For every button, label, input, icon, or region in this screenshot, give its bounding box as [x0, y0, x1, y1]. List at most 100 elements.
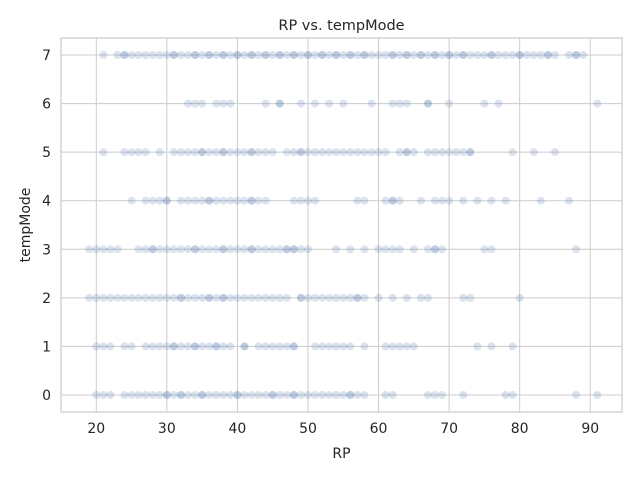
data-point: [289, 51, 298, 59]
data-point: [360, 51, 369, 59]
data-point: [353, 293, 362, 302]
data-point: [127, 51, 136, 59]
data-point: [360, 391, 369, 399]
data-point: [254, 51, 263, 59]
data-point: [275, 51, 284, 59]
data-point: [395, 99, 404, 108]
data-point: [198, 148, 207, 157]
data-point: [508, 51, 517, 59]
data-point: [536, 51, 545, 59]
data-point: [268, 391, 277, 399]
data-point: [191, 342, 200, 351]
data-point: [120, 51, 129, 59]
data-point: [169, 342, 178, 351]
data-point: [247, 293, 256, 302]
data-point: [487, 196, 496, 205]
data-point: [106, 293, 115, 302]
data-point: [240, 342, 249, 351]
data-point: [296, 51, 305, 59]
data-point: [593, 99, 602, 108]
data-point: [480, 99, 489, 108]
data-point: [219, 51, 228, 59]
plot-frame: [60, 37, 623, 413]
data-point: [148, 391, 157, 399]
data-point: [311, 99, 320, 108]
data-point: [148, 245, 157, 254]
data-point: [226, 196, 235, 205]
data-point: [289, 51, 298, 59]
data-point: [346, 51, 355, 59]
data-point: [332, 148, 341, 157]
data-point: [184, 293, 193, 302]
data-point: [162, 342, 171, 351]
data-point: [339, 99, 348, 108]
data-point: [205, 293, 214, 302]
data-point: [275, 51, 284, 59]
data-point: [92, 391, 101, 399]
data-point: [360, 148, 369, 157]
data-point: [233, 51, 242, 59]
data-point: [388, 51, 397, 59]
data-point: [388, 245, 397, 254]
data-point: [184, 342, 193, 351]
data-point: [494, 51, 503, 59]
data-point: [127, 196, 136, 205]
data-point: [296, 196, 305, 205]
data-point: [219, 293, 228, 302]
data-point: [374, 293, 383, 302]
data-point: [367, 99, 376, 108]
data-point: [162, 245, 171, 254]
data-point: [155, 148, 164, 157]
data-point: [148, 342, 157, 351]
data-point: [261, 51, 270, 59]
data-point: [113, 293, 122, 302]
data-point: [99, 293, 108, 302]
data-point: [261, 148, 270, 157]
data-point: [169, 342, 178, 351]
data-point: [296, 148, 305, 157]
data-point: [240, 342, 249, 351]
data-point: [169, 148, 178, 157]
data-point: [522, 51, 531, 59]
x-axis-label: RP: [332, 446, 350, 462]
data-point: [311, 391, 320, 399]
data-point: [346, 391, 355, 399]
data-point: [205, 245, 214, 254]
data-point: [212, 342, 221, 351]
data-point: [529, 148, 538, 157]
y-tick-label: 5: [42, 145, 51, 161]
data-point: [332, 245, 341, 254]
x-axis-ticks: 20 30 40 50 60 70 80 90: [87, 421, 599, 437]
data-point: [219, 99, 228, 108]
data-point: [191, 99, 200, 108]
y-axis-label: tempMode: [18, 188, 34, 263]
data-point: [423, 391, 432, 399]
data-point: [254, 148, 263, 157]
data-point: [176, 342, 185, 351]
data-point: [169, 51, 178, 59]
data-point: [184, 99, 193, 108]
data-point: [247, 196, 256, 205]
data-point: [381, 51, 390, 59]
data-point: [254, 293, 263, 302]
y-tick-label: 2: [42, 291, 51, 307]
data-point: [508, 342, 517, 351]
data-point: [176, 293, 185, 302]
data-point: [325, 148, 334, 157]
y-tick-label: 0: [42, 388, 51, 404]
data-point: [261, 99, 270, 108]
data-point: [289, 196, 298, 205]
data-point: [219, 196, 228, 205]
data-point: [438, 245, 447, 254]
data-point: [219, 148, 228, 157]
data-point: [289, 148, 298, 157]
data-point: [367, 148, 376, 157]
data-point: [346, 342, 355, 351]
data-point: [233, 148, 242, 157]
data-point: [353, 148, 362, 157]
data-point: [226, 342, 235, 351]
data-point: [247, 148, 256, 157]
data-point: [191, 391, 200, 399]
data-point: [388, 342, 397, 351]
